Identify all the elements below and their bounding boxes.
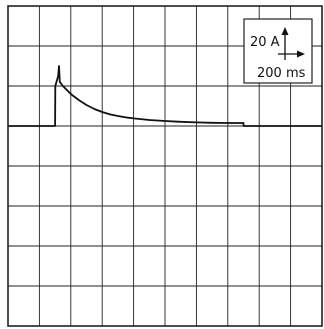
scale-box (243, 18, 313, 84)
plot-frame (7, 5, 323, 327)
scale-indicator: 20 A 200 ms (243, 18, 313, 84)
current-trace (8, 65, 322, 127)
y-scale-arrowhead (281, 27, 289, 35)
x-scale-label: 200 ms (257, 66, 306, 81)
x-scale-arrowhead (297, 50, 305, 58)
grid (8, 6, 322, 326)
y-scale-label: 20 A (250, 35, 280, 50)
